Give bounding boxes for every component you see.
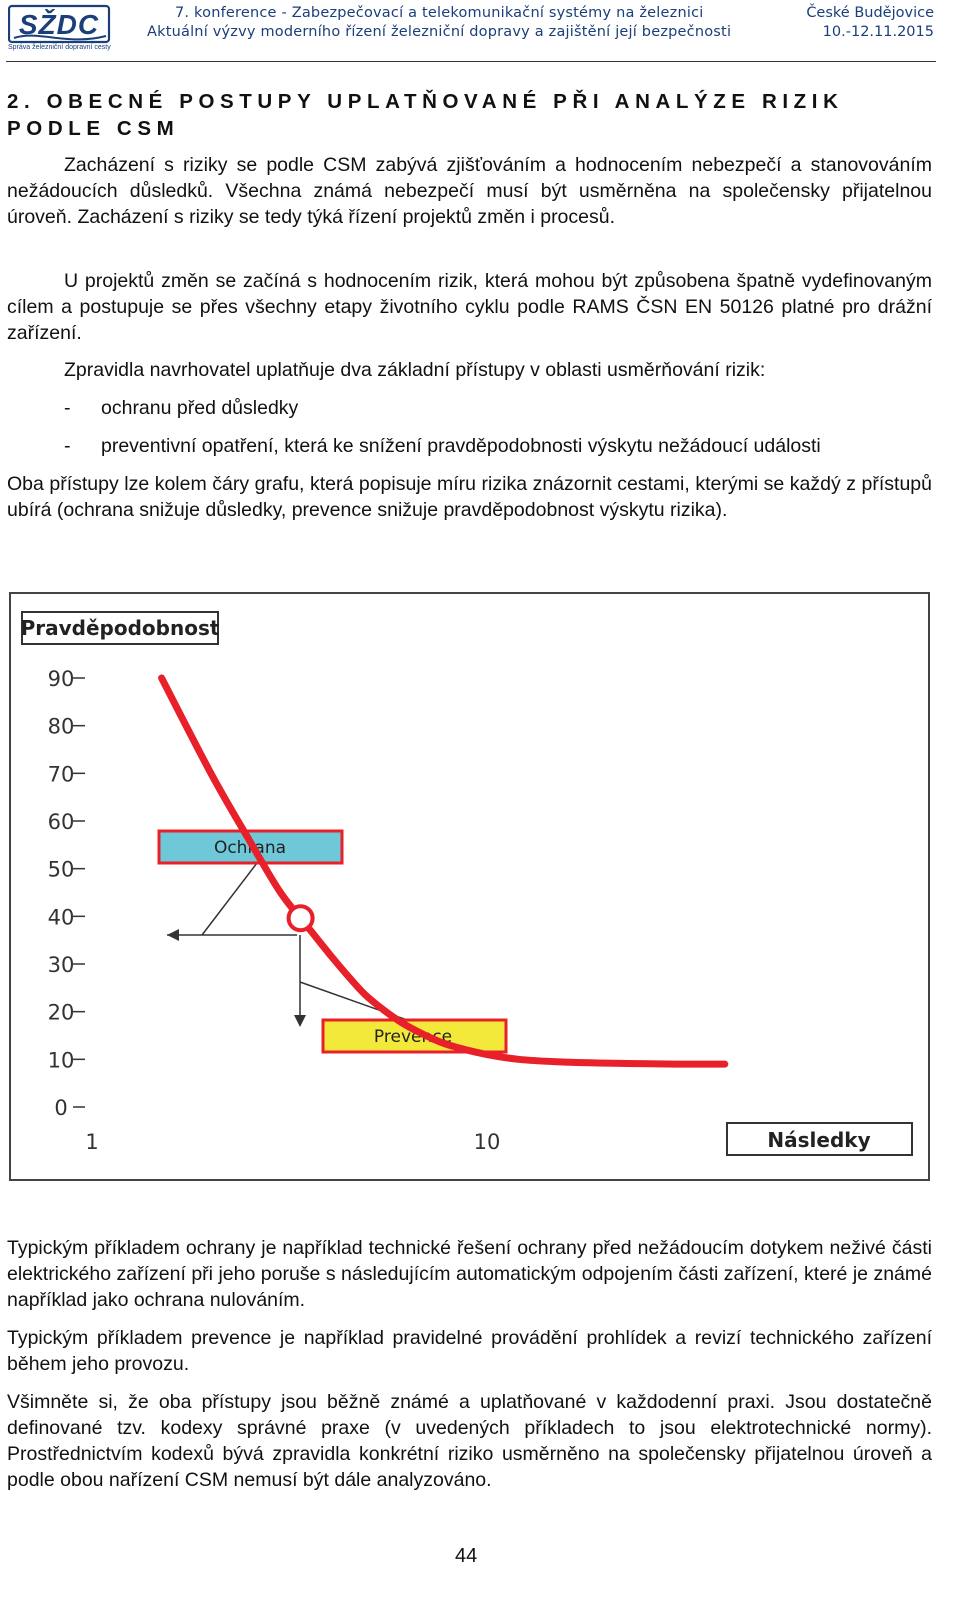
bullet-text: preventivní opatření, která ke snížení p…: [101, 435, 821, 457]
logo-subtitle: Správa železniční dopravní cesty: [8, 44, 111, 51]
conference-date: 10.-12.11.2015: [822, 24, 934, 40]
y-tick-label: 50: [48, 858, 75, 882]
x-tick-label: 1: [85, 1130, 98, 1154]
risk-curve: [158, 674, 729, 1068]
section-heading-line2: PODLE CSM: [7, 117, 180, 140]
section-heading-line1: 2. OBECNÉ POSTUPY UPLATŇOVANÉ PŘI ANALÝZ…: [7, 90, 844, 113]
x-axis-ticks: 1 10: [85, 1130, 500, 1154]
y-tick-label: 40: [48, 905, 75, 929]
y-tick-label: 80: [48, 715, 75, 739]
conference-title: 7. konference - Zabezpečovací a telekomu…: [175, 5, 704, 21]
x-axis-label-box: [726, 1122, 913, 1156]
ochrana-arrow-head: [167, 929, 179, 941]
paragraph-2: U projektů změn se začíná s hodnocením r…: [7, 270, 932, 344]
conference-city: České Budějovice: [806, 5, 934, 21]
y-axis-label-box: [21, 611, 219, 645]
y-tick-label: 60: [48, 810, 75, 834]
prevence-arrow-head: [294, 1015, 306, 1027]
y-tick-label: 70: [48, 762, 75, 786]
y-axis-label: Pravděpodobnost: [21, 616, 220, 640]
x-axis-label: Následky: [767, 1128, 870, 1152]
y-axis-ticks: 90 80 70 60 50 40 30 20 10 0: [48, 667, 85, 1120]
page-number: 44: [455, 1545, 478, 1567]
y-tick-label: 0: [54, 1096, 67, 1120]
risk-point-marker: [286, 904, 315, 933]
paragraph-1: Zacházení s riziky se podle CSM zabývá z…: [7, 154, 932, 228]
chart-frame: [9, 592, 930, 1181]
risk-chart: Pravděpodobnost Následky 90 80 70 60 50 40 30 2…: [9, 592, 930, 1181]
page-header: SŽDC Správa železniční dopravní cesty 7.…: [0, 0, 960, 62]
conference-subtitle: Aktuální výzvy moderního řízení železnič…: [147, 24, 732, 40]
bullet-text: ochranu před důsledky: [101, 397, 299, 419]
bullet-dash: -: [64, 435, 71, 457]
paragraph-5: Typickým příkladem ochrany je například …: [7, 1237, 932, 1311]
bullet-dash: -: [64, 397, 71, 419]
prevence-label-box: [321, 1018, 508, 1054]
x-tick-label: 10: [474, 1130, 501, 1154]
section-heading: 2. OBECNÉ POSTUPY UPLATŇOVANÉ PŘI ANALÝZ…: [7, 88, 907, 142]
y-tick-label: 10: [48, 1048, 75, 1072]
y-tick-label: 20: [48, 1001, 75, 1025]
y-tick-label: 90: [48, 667, 75, 691]
paragraph-3: Zpravidla navrhovatel uplatňuje dva zákl…: [64, 359, 766, 381]
paragraph-7: Všimněte si, že oba přístupy jsou běžně …: [7, 1391, 932, 1491]
szdc-logo: SŽDC: [8, 4, 111, 44]
paragraph-4: Oba přístupy lze kolem čáry grafu, která…: [7, 473, 932, 521]
y-tick-label: 30: [48, 953, 75, 977]
ochrana-pointer-line: [201, 862, 258, 936]
header-divider: [6, 61, 936, 62]
paragraph-6: Typickým příkladem prevence je například…: [7, 1327, 932, 1375]
